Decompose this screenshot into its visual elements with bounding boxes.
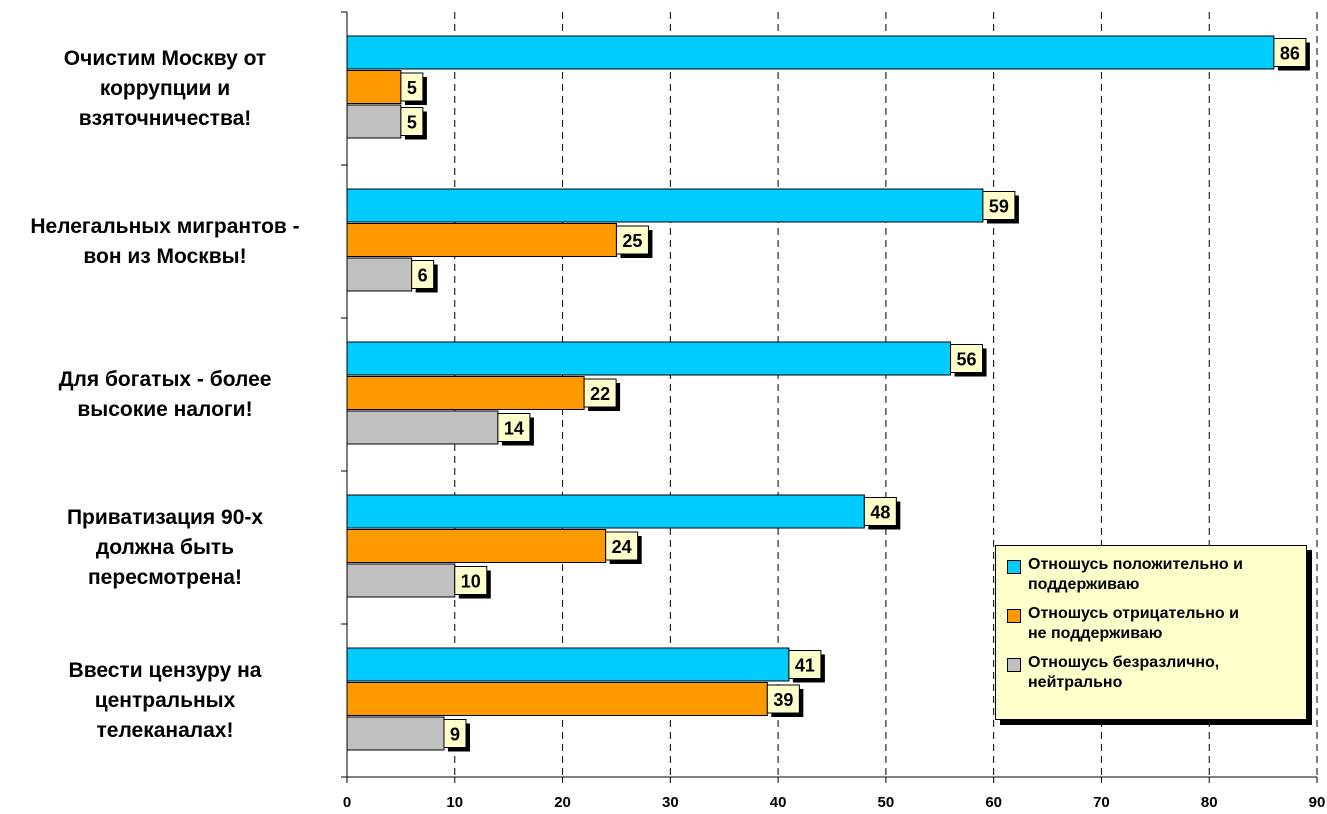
legend-item: Отношусь положительно и поддерживаю — [1007, 555, 1298, 595]
bar — [346, 376, 585, 410]
category-label-line: Приватизация 90-х — [66, 505, 264, 529]
bar — [346, 682, 768, 716]
data-label: 86 — [1280, 44, 1300, 64]
legend-label-line: Отношусь положительно и — [1028, 556, 1243, 573]
bar — [346, 257, 413, 292]
data-label-box — [411, 260, 435, 289]
data-label-box — [454, 566, 488, 595]
data-label-box — [615, 225, 649, 255]
bar — [346, 410, 499, 445]
data-label: 41 — [795, 656, 815, 676]
data-label: 9 — [450, 725, 460, 745]
legend-label-line: не поддерживаю — [1028, 625, 1163, 642]
data-label: 48 — [870, 503, 890, 523]
category-label: Нелегальных мигрантов - вон из Москвы! — [0, 212, 330, 272]
legend-label: Отношусь отрицательно и не поддерживаю — [1028, 604, 1239, 644]
x-tick-label: 0 — [343, 794, 351, 811]
data-label: 14 — [504, 419, 524, 439]
data-label: 39 — [773, 690, 793, 710]
legend-item: Отношусь отрицательно и не поддерживаю — [1007, 604, 1298, 644]
data-label-box — [766, 684, 800, 714]
bar — [346, 529, 607, 563]
data-label-box — [497, 413, 531, 442]
data-label: 56 — [957, 350, 977, 370]
data-label-box — [605, 531, 639, 561]
data-label-box — [1273, 38, 1307, 67]
x-tick-label: 30 — [662, 794, 679, 811]
data-label-box — [400, 107, 424, 136]
legend: Отношусь положительно и поддерживаю Отношу… — [995, 545, 1307, 720]
bar — [346, 716, 445, 751]
category-label-line: вон из Москвы! — [83, 244, 247, 268]
legend-label-line: поддерживаю — [1028, 576, 1140, 593]
bar — [346, 647, 790, 682]
category-label: Ввести цензуру на центральных телеканалах! — [0, 656, 330, 746]
category-label-line: пересмотрена! — [88, 565, 242, 589]
legend-label: Отношусь безразлично, нейтрально — [1028, 653, 1219, 693]
data-label-box — [950, 344, 984, 373]
data-label: 6 — [418, 266, 428, 286]
category-label-line: Нелегальных мигрантов - — [30, 214, 300, 238]
legend-swatch — [1007, 560, 1021, 574]
data-label-box — [443, 719, 467, 748]
category-label-line: коррупции и — [99, 76, 231, 100]
category-label: Для богатых - более высокие налоги! — [0, 365, 330, 425]
data-label: 22 — [590, 384, 610, 404]
category-label-line: телеканалах! — [96, 718, 234, 742]
legend-swatch — [1007, 609, 1021, 623]
data-label: 59 — [989, 197, 1009, 217]
data-label: 5 — [407, 113, 417, 133]
data-label: 5 — [407, 78, 417, 98]
legend-label-line: Отношусь отрицательно и — [1028, 605, 1239, 622]
legend-label-line: Отношусь безразлично, — [1028, 654, 1220, 671]
legend-item: Отношусь безразлично, нейтрально — [1007, 653, 1298, 693]
legend-label: Отношусь положительно и поддерживаю — [1028, 555, 1243, 595]
category-label-line: центральных — [94, 688, 236, 712]
bar — [346, 341, 952, 376]
x-tick-label: 90 — [1309, 794, 1326, 811]
x-tick-label: 70 — [1093, 794, 1110, 811]
x-tick-label: 80 — [1201, 794, 1218, 811]
category-label-line: Очистим Москву от — [63, 46, 267, 70]
x-tick-label: 60 — [985, 794, 1002, 811]
bar — [346, 494, 865, 529]
data-label-box — [400, 72, 424, 102]
legend-label-line: нейтрально — [1028, 674, 1123, 691]
bar — [346, 563, 456, 598]
category-label-line: Для богатых - более — [58, 367, 272, 391]
category-label-line: Ввести цензуру на — [68, 658, 262, 682]
x-tick-label: 50 — [878, 794, 895, 811]
category-label-line: взяточничества! — [78, 106, 252, 130]
data-label-box — [583, 378, 617, 408]
data-label: 25 — [622, 231, 642, 251]
category-label-line: высокие налоги! — [77, 397, 253, 421]
bar — [346, 188, 984, 223]
bar — [346, 70, 402, 104]
bar — [346, 223, 617, 257]
data-label: 24 — [612, 537, 632, 557]
x-tick-label: 20 — [554, 794, 571, 811]
data-label-box — [982, 191, 1016, 220]
data-label-box — [788, 650, 822, 679]
category-label: Приватизация 90-х должна быть пересмотрена… — [0, 503, 330, 593]
category-label-line: должна быть — [95, 535, 235, 559]
legend-swatch — [1007, 658, 1021, 672]
bar — [346, 35, 1275, 70]
category-label: Очистим Москву от коррупции и взяточничест… — [0, 44, 330, 134]
bar — [346, 104, 402, 139]
data-label-box — [863, 497, 897, 526]
data-label: 10 — [461, 572, 481, 592]
x-tick-label: 10 — [446, 794, 463, 811]
x-tick-label: 40 — [770, 794, 787, 811]
